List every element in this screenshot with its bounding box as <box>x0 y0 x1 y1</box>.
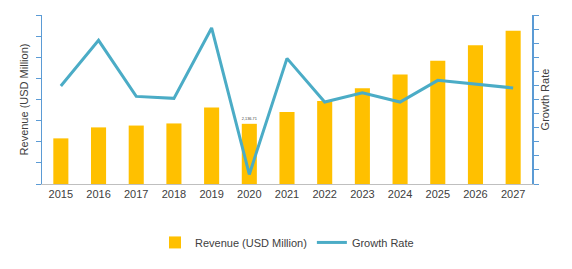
svg-text:Growth Rate: Growth Rate <box>352 237 414 249</box>
svg-text:2023: 2023 <box>350 188 374 200</box>
svg-text:2018: 2018 <box>162 188 186 200</box>
svg-text:2024: 2024 <box>388 188 412 200</box>
svg-text:2017: 2017 <box>124 188 148 200</box>
svg-text:2016: 2016 <box>86 188 110 200</box>
svg-text:2022: 2022 <box>312 188 336 200</box>
svg-text:2025: 2025 <box>426 188 450 200</box>
svg-text:2,136.71: 2,136.71 <box>242 116 257 121</box>
svg-text:2020: 2020 <box>237 188 261 200</box>
svg-text:2021: 2021 <box>275 188 299 200</box>
svg-text:Revenue (USD Million): Revenue (USD Million) <box>18 44 30 156</box>
svg-text:Revenue (USD Million): Revenue (USD Million) <box>195 237 307 249</box>
svg-text:2026: 2026 <box>463 188 487 200</box>
svg-text:2019: 2019 <box>199 188 223 200</box>
svg-text:2027: 2027 <box>501 188 525 200</box>
svg-text:2015: 2015 <box>49 188 73 200</box>
svg-text:Growth Rate: Growth Rate <box>539 69 551 131</box>
